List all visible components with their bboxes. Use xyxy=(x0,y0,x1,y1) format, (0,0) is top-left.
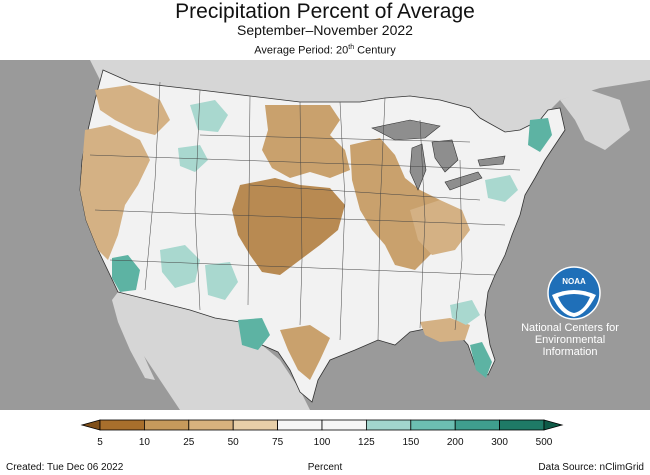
average-period: Average Period: 20th Century xyxy=(0,41,650,58)
lake-ontario xyxy=(477,155,506,167)
state-boundaries xyxy=(89,81,521,341)
precipitation-map xyxy=(0,60,650,410)
map-subtitle: September–November 2022 xyxy=(237,22,413,38)
legend-unit-label: Percent xyxy=(307,462,343,473)
dry-texas-south xyxy=(280,325,330,380)
legend-tick-label: 10 xyxy=(139,437,151,448)
legend-tick-label: 500 xyxy=(536,437,553,448)
noaa-logo-text: NOAA xyxy=(562,277,586,286)
data-source: Data Source: nClimGrid xyxy=(538,462,644,473)
legend-tick-label: 150 xyxy=(402,437,419,448)
legend-arrow-high xyxy=(543,419,564,431)
lake-superior xyxy=(371,119,441,141)
canada-maritimes xyxy=(560,90,630,150)
noaa-logo: NOAA xyxy=(514,265,634,326)
legend-tick-label: 5 xyxy=(97,437,103,448)
legend-tick-label: 100 xyxy=(314,437,331,448)
average-period-suffix: Century xyxy=(354,44,396,57)
average-period-prefix: Average Period: 20 xyxy=(254,44,349,57)
legend-tick-label: 75 xyxy=(272,437,284,448)
wet-arizona xyxy=(160,245,200,288)
dry-central-plains xyxy=(232,178,345,275)
legend-tick-label: 125 xyxy=(358,437,375,448)
mexico-land xyxy=(118,292,310,410)
legend-color-segment xyxy=(321,419,367,431)
legend-color-segment xyxy=(99,419,145,431)
legend-color-segment xyxy=(188,419,234,431)
legend-color-segment xyxy=(499,419,545,431)
legend-color-segment xyxy=(365,419,412,431)
legend-tick-labels: 5 10 25 50 75 100 125 150 200 300 500 xyxy=(97,437,553,448)
baja-peninsula xyxy=(112,292,155,380)
wet-florida xyxy=(470,342,492,378)
dry-northwest xyxy=(95,85,170,135)
legend-tick-label: 200 xyxy=(447,437,464,448)
ncei-line-3: Information xyxy=(542,346,598,358)
created-date: Created: Tue Dec 06 2022 xyxy=(6,462,124,473)
legend-tick-label: 50 xyxy=(228,437,240,448)
legend-tick-label: 300 xyxy=(491,437,508,448)
average-period-superscript: th xyxy=(348,44,355,51)
wet-new-england xyxy=(528,118,552,152)
legend-tick-label: 25 xyxy=(183,437,195,448)
wet-west-texas xyxy=(238,318,270,350)
dry-northern-plains xyxy=(262,105,350,178)
dry-west-coast xyxy=(80,125,150,260)
color-legend: 5 10 25 50 75 100 125 150 200 300 500 xyxy=(80,419,564,448)
legend-color-segment xyxy=(144,419,190,431)
legend-arrow-low xyxy=(80,419,101,431)
wet-pennsylvania xyxy=(485,175,518,202)
legend-color-segment xyxy=(410,419,456,431)
wet-california-south xyxy=(112,255,140,292)
map-title: Precipitation Percent of Average xyxy=(175,0,475,23)
canada-land xyxy=(0,60,650,132)
lake-erie xyxy=(444,171,483,191)
dry-gulf-coast xyxy=(420,318,470,342)
lake-huron xyxy=(431,139,459,173)
dry-ohio-valley xyxy=(410,200,470,255)
legend-color-segment xyxy=(277,419,323,431)
wet-new-mexico xyxy=(205,262,238,300)
ncei-line-2: Environmental xyxy=(534,334,606,346)
ncei-line-1: National Centers for xyxy=(521,322,619,334)
ncei-name: National Centers for Environmental Infor… xyxy=(500,322,640,358)
legend-color-bar xyxy=(80,419,564,431)
legend-color-segment xyxy=(454,419,501,431)
legend-color-segment xyxy=(232,419,278,431)
noaa-emblem-icon: NOAA xyxy=(547,266,601,320)
